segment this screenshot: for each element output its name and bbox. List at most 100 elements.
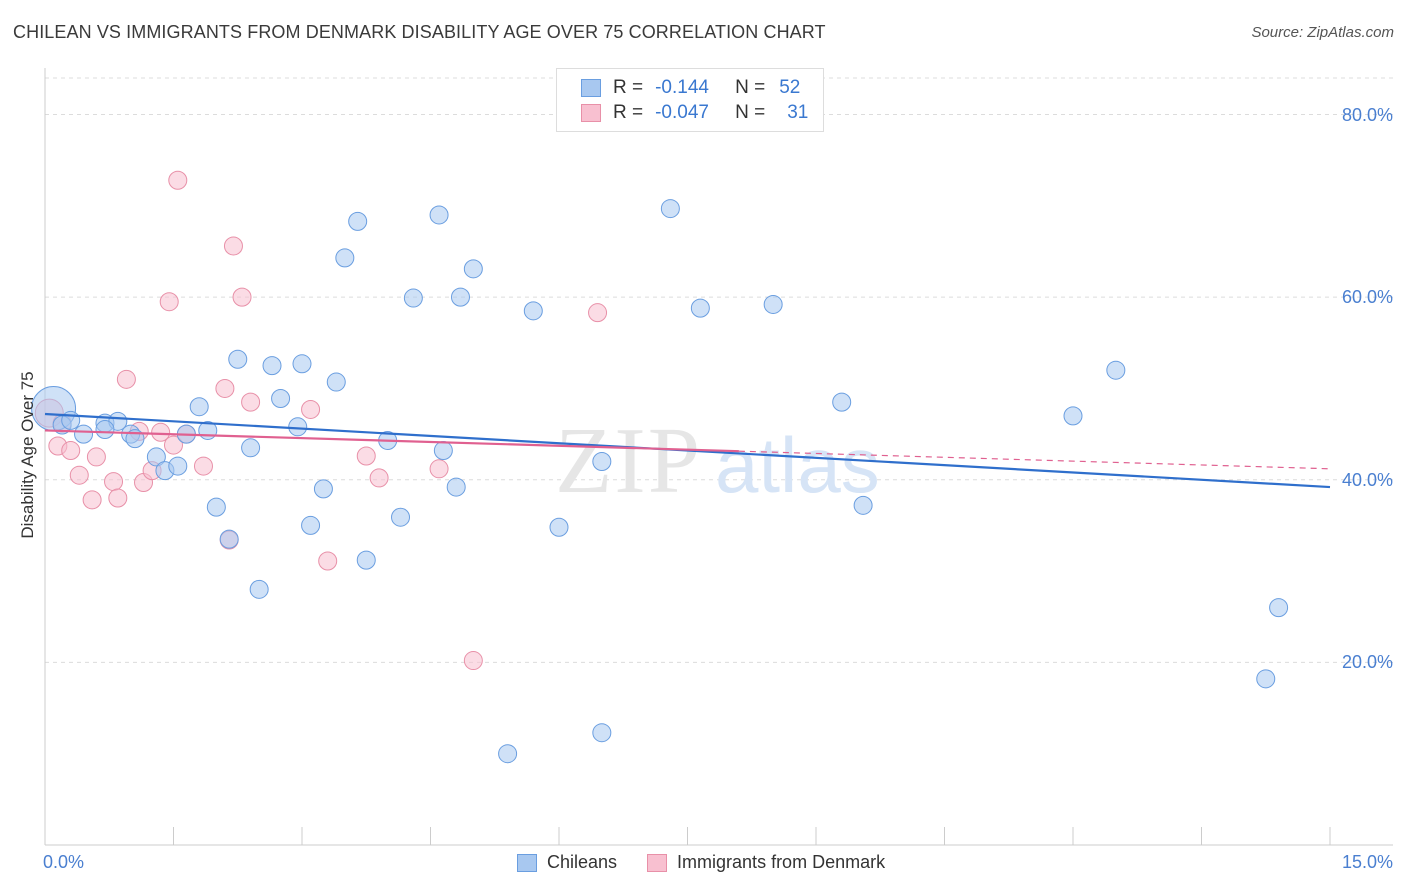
point-chilean xyxy=(168,456,188,476)
point-chilean xyxy=(335,248,355,268)
series-legend: Chileans Immigrants from Denmark xyxy=(517,852,915,873)
point-denmark xyxy=(232,287,252,307)
point-chilean xyxy=(271,388,291,408)
point-chilean xyxy=(292,354,312,374)
point-denmark xyxy=(61,441,81,461)
point-denmark xyxy=(159,292,179,312)
point-chilean xyxy=(241,438,261,458)
point-chilean xyxy=(1063,406,1083,426)
legend-n-label: N = xyxy=(735,102,766,123)
point-chilean xyxy=(549,517,569,537)
point-chilean xyxy=(356,550,376,570)
legend-r-value: -0.144 xyxy=(655,77,709,98)
point-chilean xyxy=(763,294,783,314)
legend-row-denmark: R = -0.047 N = 31 xyxy=(581,101,808,125)
legend-swatch-chileans xyxy=(517,853,537,872)
point-denmark xyxy=(86,447,106,467)
trend-lines xyxy=(44,412,1331,489)
x-tick-label: 15.0% xyxy=(1341,852,1393,872)
source-label: Source: ZipAtlas.com xyxy=(1251,24,1394,41)
legend-item-denmark[interactable]: Immigrants from Denmark xyxy=(647,852,885,873)
point-chilean xyxy=(219,529,239,549)
y-tick-label: 80.0% xyxy=(1341,104,1393,125)
point-denmark xyxy=(318,551,338,571)
point-chilean xyxy=(592,723,612,743)
point-chilean xyxy=(832,392,852,412)
watermark: ZIP atlas xyxy=(555,409,880,513)
point-denmark xyxy=(223,236,243,256)
point-chilean xyxy=(262,356,282,376)
point-chilean xyxy=(206,497,226,517)
y-tick-label: 20.0% xyxy=(1341,652,1393,673)
point-chilean xyxy=(1106,360,1126,380)
point-denmark xyxy=(429,459,449,479)
point-denmark xyxy=(164,435,183,455)
watermark-atlas: atlas xyxy=(715,421,880,509)
legend-item-chileans[interactable]: Chileans xyxy=(517,852,617,873)
y-tick-label: 60.0% xyxy=(1341,287,1393,308)
axes xyxy=(44,68,1393,846)
point-denmark xyxy=(301,399,321,419)
point-chilean xyxy=(523,301,543,321)
point-chilean xyxy=(403,288,423,308)
point-chilean xyxy=(74,424,94,444)
point-chilean xyxy=(853,495,873,515)
point-chilean xyxy=(348,211,368,231)
point-chilean xyxy=(429,205,449,225)
point-chilean xyxy=(463,259,483,279)
point-chilean xyxy=(326,372,346,392)
point-denmark xyxy=(151,422,171,442)
point-denmark xyxy=(463,651,483,671)
legend-swatch-denmark xyxy=(647,853,668,872)
point-chilean xyxy=(313,479,333,499)
trend-line-denmark xyxy=(44,429,739,453)
correlation-legend: R = -0.144 N = 52 R = -0.047 N = 31 xyxy=(556,68,824,132)
point-denmark xyxy=(116,369,136,389)
point-denmark xyxy=(215,378,235,398)
point-chilean xyxy=(592,452,612,471)
point-chilean xyxy=(1269,598,1289,618)
legend-r-label: R = xyxy=(613,77,644,98)
point-chilean xyxy=(288,417,308,437)
point-denmark xyxy=(104,472,124,492)
point-chilean xyxy=(690,298,710,318)
legend-n-label: N = xyxy=(735,77,766,98)
point-chilean xyxy=(1256,669,1276,689)
legend-n-value: 31 xyxy=(787,102,809,123)
point-chilean xyxy=(498,744,518,764)
point-chilean xyxy=(301,515,321,535)
point-denmark xyxy=(241,392,261,412)
point-denmark xyxy=(69,465,89,485)
point-denmark xyxy=(168,170,188,190)
legend-swatch-chileans xyxy=(581,79,601,97)
point-chilean xyxy=(95,420,115,440)
legend-label-denmark: Immigrants from Denmark xyxy=(677,852,886,872)
point-denmark xyxy=(356,446,376,466)
gridlines xyxy=(45,77,1393,663)
y-tick-label: 40.0% xyxy=(1341,469,1393,490)
chart-title: CHILEAN VS IMMIGRANTS FROM DENMARK DISAB… xyxy=(13,22,826,42)
watermark-zip: ZIP xyxy=(555,409,702,513)
legend-r-value: -0.047 xyxy=(655,102,709,123)
point-chilean xyxy=(249,579,269,599)
point-denmark xyxy=(369,468,389,488)
point-chilean xyxy=(433,441,453,461)
legend-swatch-denmark xyxy=(581,104,601,122)
point-denmark xyxy=(588,303,608,323)
legend-row-chileans: R = -0.144 N = 52 xyxy=(581,76,800,100)
point-chilean xyxy=(446,477,466,497)
point-denmark xyxy=(193,456,213,476)
point-chilean xyxy=(391,507,411,527)
point-chilean xyxy=(228,349,248,369)
legend-label-chileans: Chileans xyxy=(547,852,618,872)
y-axis-label: Disability Age Over 75 xyxy=(18,371,37,539)
point-chilean xyxy=(660,199,680,219)
legend-n-value: 52 xyxy=(779,77,801,98)
point-denmark xyxy=(108,488,128,508)
point-chilean xyxy=(450,287,470,307)
legend-r-label: R = xyxy=(613,102,644,123)
point-denmark xyxy=(82,490,102,510)
point-chilean xyxy=(146,447,166,467)
point-chilean xyxy=(189,397,209,417)
